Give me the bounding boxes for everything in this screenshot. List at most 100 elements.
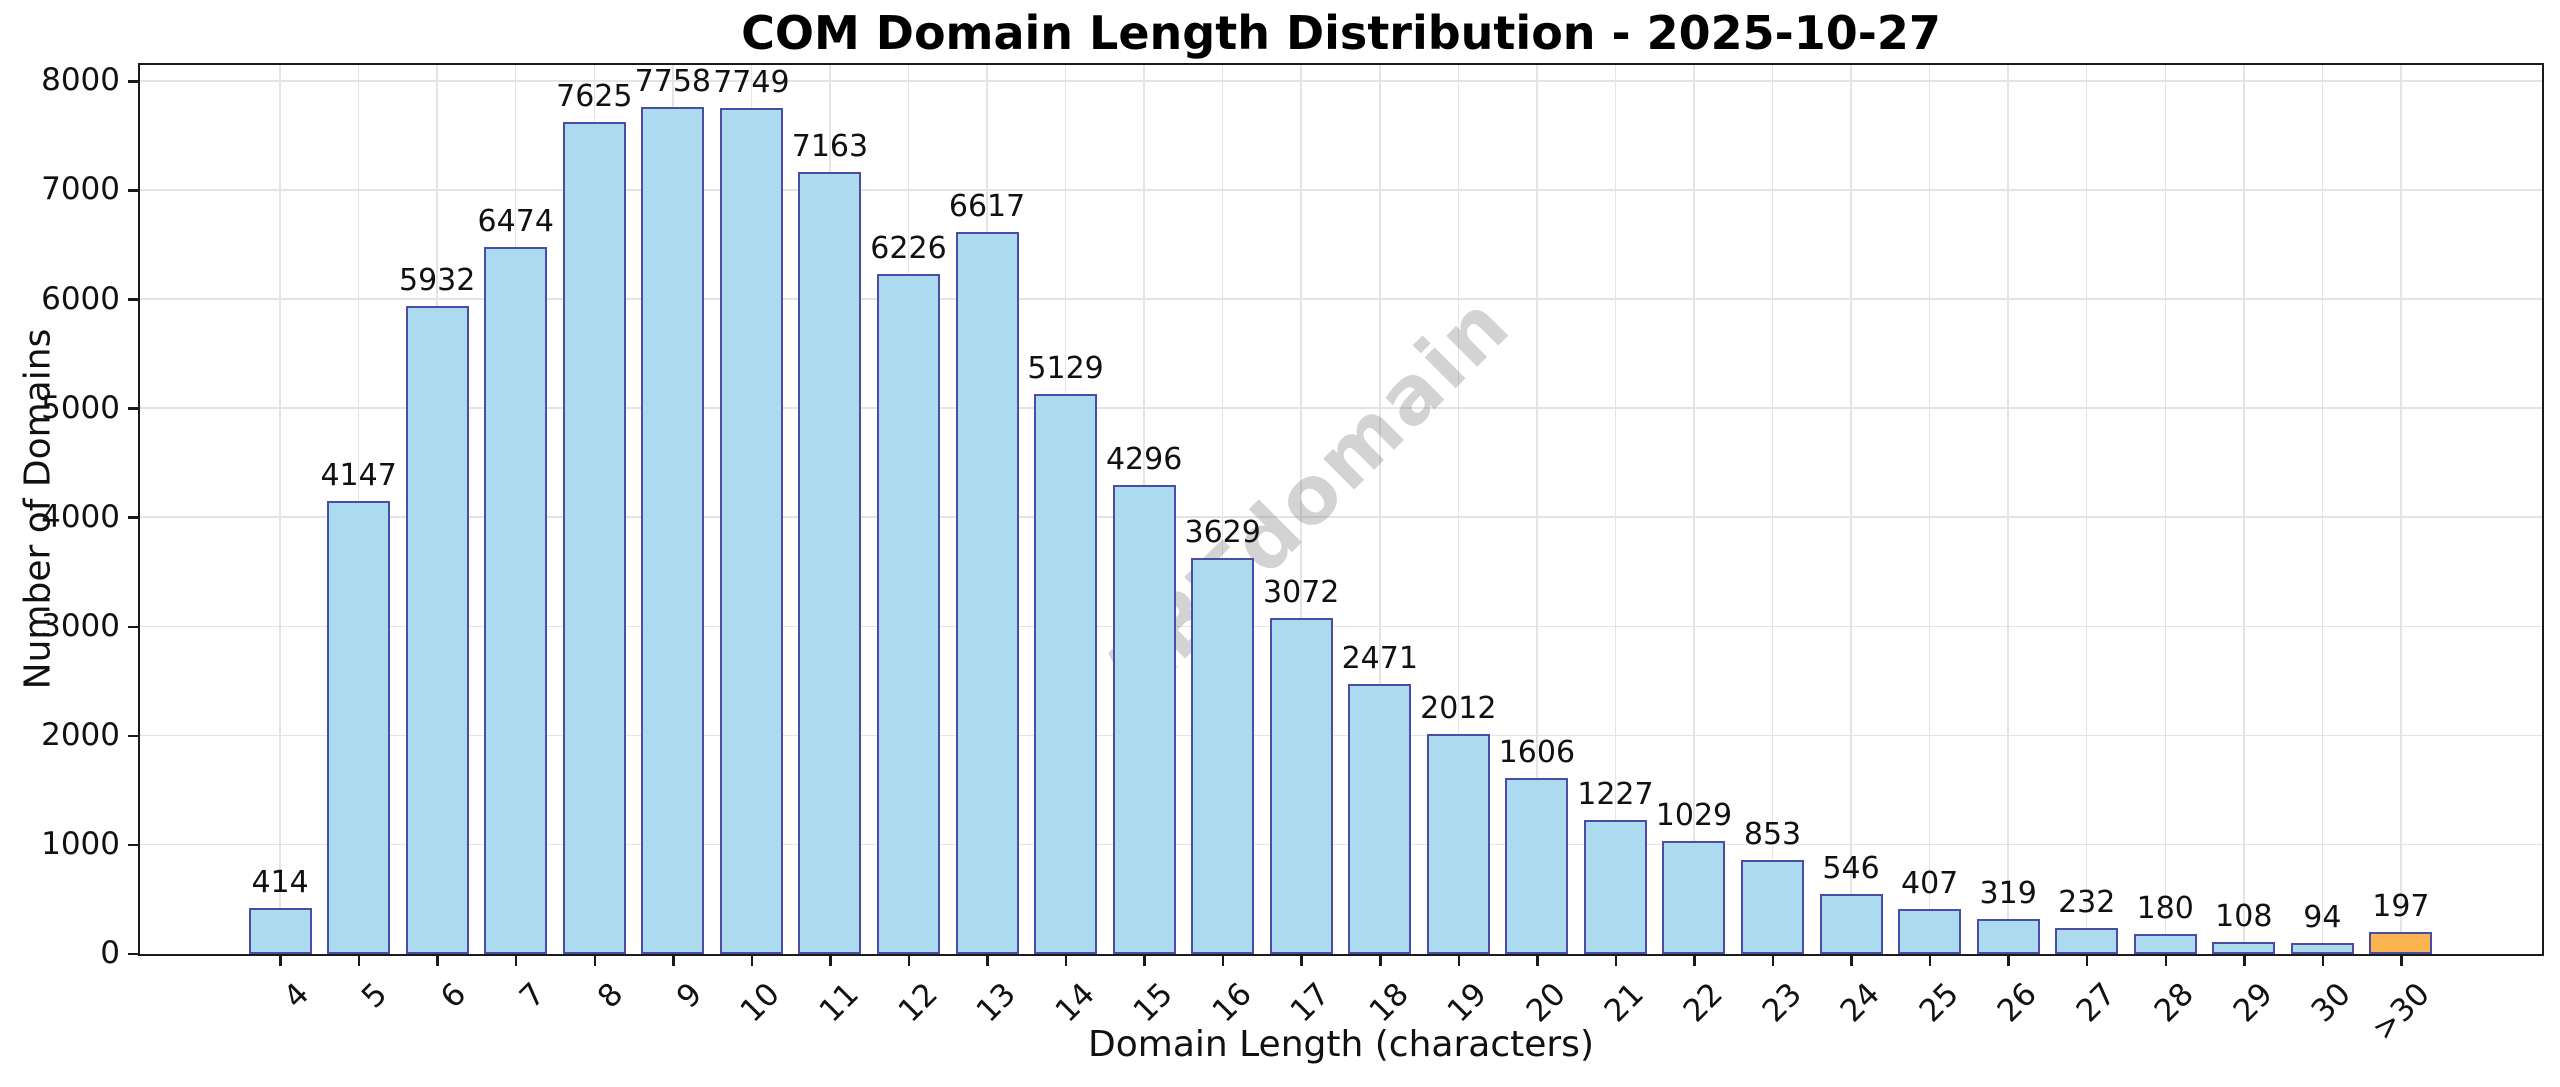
y-gridline [139, 734, 2542, 737]
x-tick [1379, 954, 1382, 966]
x-tick [1221, 954, 1225, 966]
x-tick-label: 15 [1126, 976, 1181, 1030]
bar [1976, 918, 2040, 954]
x-tick [514, 954, 518, 966]
bar-value-label: 3072 [1263, 575, 1340, 611]
y-gridline [139, 189, 2542, 191]
bar [1426, 734, 1490, 954]
bar [2369, 932, 2433, 954]
x-tick [1457, 954, 1461, 966]
y-tick-label: 6000 [41, 280, 120, 317]
x-tick-label: 19 [1440, 976, 1495, 1030]
x-tick [672, 954, 675, 966]
x-gridline [2007, 64, 2009, 954]
x-gridline [1379, 64, 1381, 954]
y-gridline [139, 516, 2542, 518]
bar [1191, 557, 1255, 954]
y-gridline [139, 625, 2542, 628]
x-tick [357, 954, 361, 966]
x-tick-label: 18 [1362, 976, 1416, 1030]
x-tick [1693, 954, 1696, 966]
y-tick [128, 625, 140, 628]
x-tick-label: 12 [891, 976, 945, 1030]
y-tick [128, 80, 140, 83]
bar [1505, 778, 1569, 954]
bar-value-label: 94 [2303, 900, 2342, 936]
bar [1034, 394, 1098, 954]
x-tick [2243, 954, 2246, 966]
bar [719, 108, 783, 954]
x-tick-label: 16 [1205, 976, 1259, 1030]
x-tick-label: 8 [590, 976, 631, 1016]
x-tick [1143, 954, 1146, 966]
bar-value-label: 407 [1900, 866, 1959, 902]
x-tick-label: 22 [1676, 976, 1730, 1030]
x-gridline [2085, 64, 2088, 954]
x-gridline [1536, 64, 1538, 954]
bar-value-label: 1606 [1498, 735, 1576, 771]
bar [641, 107, 705, 954]
x-tick [907, 954, 911, 966]
x-gridline [1850, 64, 1852, 954]
x-tick-label: 9 [669, 976, 709, 1016]
bar [2055, 928, 2119, 954]
bar-value-label: 414 [251, 865, 309, 901]
bar [1898, 909, 1962, 954]
x-tick-label: 27 [2069, 976, 2123, 1030]
y-tick [128, 843, 140, 847]
x-tick [2400, 954, 2403, 966]
x-gridline [1693, 64, 1695, 954]
y-tick [128, 189, 140, 192]
bar [1269, 618, 1333, 954]
y-gridline [139, 407, 2542, 409]
chart-title: COM Domain Length Distribution - 2025-10… [741, 6, 1941, 60]
y-tick [128, 298, 140, 301]
x-tick-label: 5 [355, 976, 395, 1016]
x-gridline [1614, 64, 1617, 954]
y-tick-label: 1000 [41, 825, 120, 862]
bar-value-label: 6617 [948, 188, 1026, 224]
y-gridline [139, 298, 2542, 300]
x-tick [1536, 954, 1539, 966]
bar-value-label: 180 [2136, 890, 2194, 926]
bar-value-label: 2471 [1341, 640, 1418, 676]
bar [2212, 941, 2276, 954]
x-gridline [1300, 64, 1302, 954]
y-tick-label: 4000 [41, 498, 120, 535]
y-tick [128, 734, 140, 738]
bar [1112, 484, 1176, 954]
x-tick [1064, 954, 1068, 966]
x-tick-label: 25 [1912, 976, 1966, 1030]
x-tick [2007, 954, 2010, 966]
x-tick [279, 954, 282, 966]
y-tick [128, 952, 140, 956]
bar [1662, 841, 1726, 954]
x-gridline [1221, 64, 1224, 954]
bar [562, 121, 626, 954]
x-tick [1850, 954, 1853, 966]
x-gridline [1928, 64, 1931, 954]
x-tick-label: 26 [1990, 976, 2045, 1030]
bar-value-label: 2012 [1420, 691, 1497, 727]
x-tick-label: 28 [2147, 976, 2202, 1030]
x-gridline [2164, 64, 2166, 954]
y-tick-label: 0 [100, 935, 120, 971]
x-tick [2085, 954, 2089, 966]
bar [955, 231, 1019, 954]
y-gridline [139, 843, 2542, 846]
x-tick-label: 4 [276, 976, 317, 1016]
x-tick-label: 7 [512, 976, 552, 1016]
x-gridline [1457, 64, 1460, 954]
plot-area: ABTdomain 414 4147 5932 6474 7625 7758 7749 716… [137, 62, 2544, 956]
x-tick-label: 17 [1283, 976, 1338, 1030]
x-tick-label: >30 [2365, 976, 2437, 1048]
bar [2290, 943, 2354, 954]
bar-value-label: 7758 [634, 64, 712, 100]
bar [2133, 933, 2197, 954]
bar-value-label: 7625 [556, 78, 633, 114]
x-tick [2321, 954, 2325, 966]
bar [876, 274, 940, 954]
bar-value-label: 197 [2372, 889, 2430, 925]
bar [248, 908, 312, 954]
